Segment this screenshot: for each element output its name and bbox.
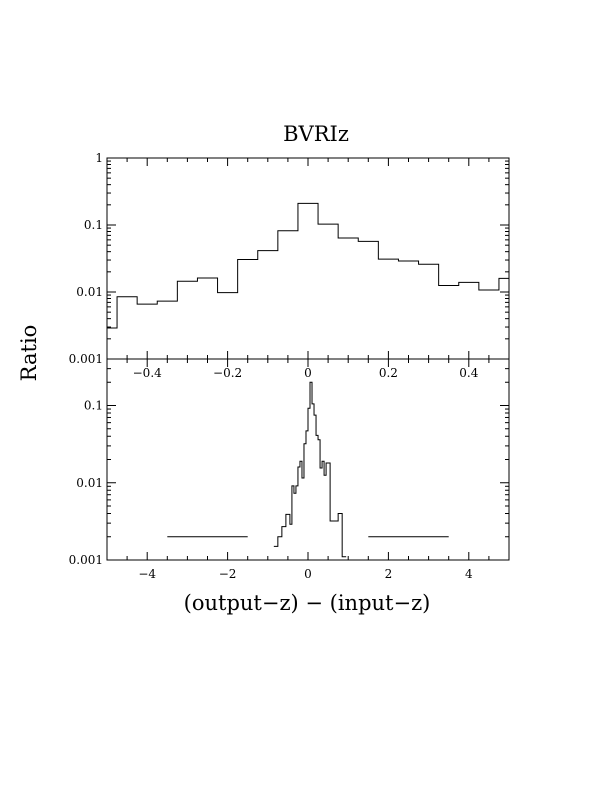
x-tick-label: 2 <box>385 567 393 581</box>
top-panel-frame <box>106 157 510 360</box>
x-tick-label: −0.2 <box>213 366 242 380</box>
bottom-panel-frame <box>106 358 510 561</box>
y-tick-label: 0.001 <box>69 553 103 567</box>
y-tick-label: 1 <box>95 151 103 165</box>
x-tick-label: −2 <box>219 567 237 581</box>
bottom-panel-histogram-series <box>273 381 347 558</box>
x-tick-label: 0 <box>304 567 312 581</box>
x-axis-title: (output−z) − (input−z) <box>184 591 431 615</box>
y-tick-label: 0.1 <box>84 399 103 413</box>
top-panel-histogram-series <box>107 202 509 329</box>
x-tick-label: 0.2 <box>379 366 398 380</box>
x-tick-label: 0 <box>304 366 312 380</box>
chart-title: BVRIz <box>283 122 349 146</box>
bottom-panel: −4 −2 0 2 4 0.001 0.01 0.1 <box>69 358 510 581</box>
y-tick-label: 0.01 <box>76 476 103 490</box>
y-axis-title: Ratio <box>17 325 41 382</box>
y-tick-label: 0.001 <box>69 352 103 366</box>
top-panel: −0.4 −0.2 0 0.2 0.4 0.001 0.01 0.1 1 <box>69 151 510 380</box>
y-tick-label: 0.01 <box>76 285 103 299</box>
x-tick-label: 0.4 <box>459 366 478 380</box>
x-tick-label: 4 <box>465 567 473 581</box>
x-tick-label: −4 <box>138 567 156 581</box>
x-tick-label: −0.4 <box>133 366 163 380</box>
y-tick-label: 0.1 <box>84 218 103 232</box>
